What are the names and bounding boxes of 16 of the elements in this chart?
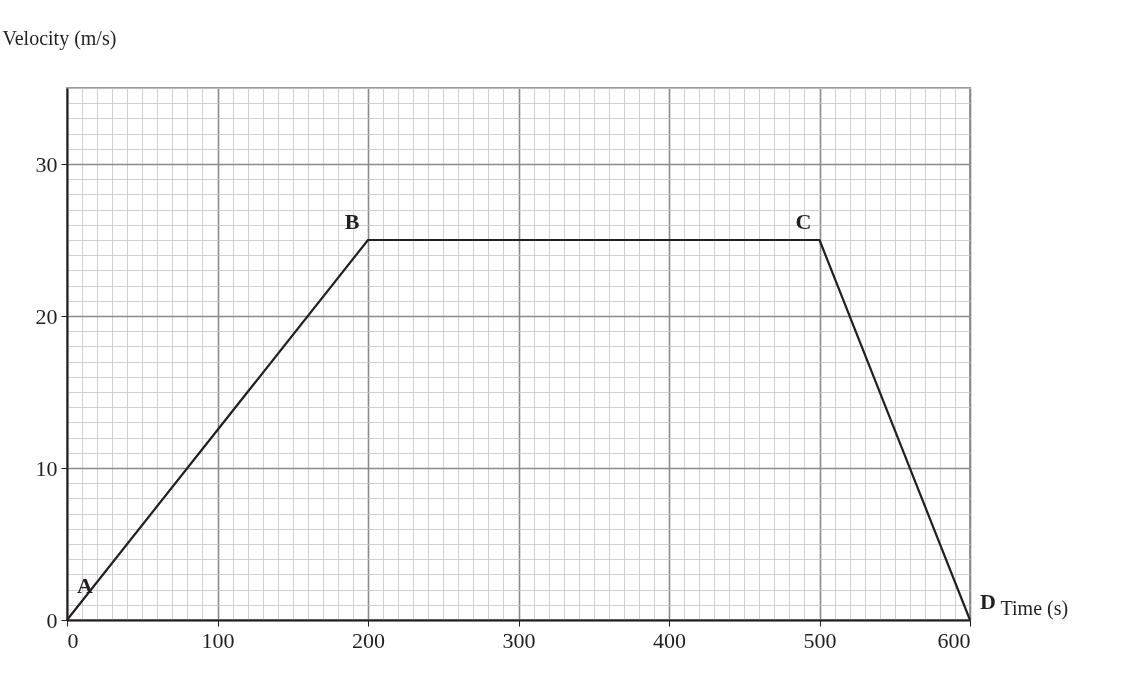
y-tick-label: 10 [35,455,58,481]
annotation: C [795,209,812,234]
x-tick-label: 0 [67,627,79,653]
x-tick-label: 400 [653,627,686,653]
x-axis-title: Time (s) [1000,596,1069,620]
x-tick-label: 300 [502,627,536,653]
x-tick-label: 600 [937,627,971,653]
y-tick-label: 0 [46,607,58,633]
y-tick-label: 30 [35,151,58,177]
x-tick-label: 500 [803,627,837,653]
y-tick-label: 20 [35,303,58,329]
annotation: D [980,589,996,614]
annotation: B [344,209,360,234]
x-tick-label: 100 [201,627,235,653]
y-axis-title: Velocity (m/s) [2,26,117,50]
x-tick-label: 200 [352,627,385,653]
